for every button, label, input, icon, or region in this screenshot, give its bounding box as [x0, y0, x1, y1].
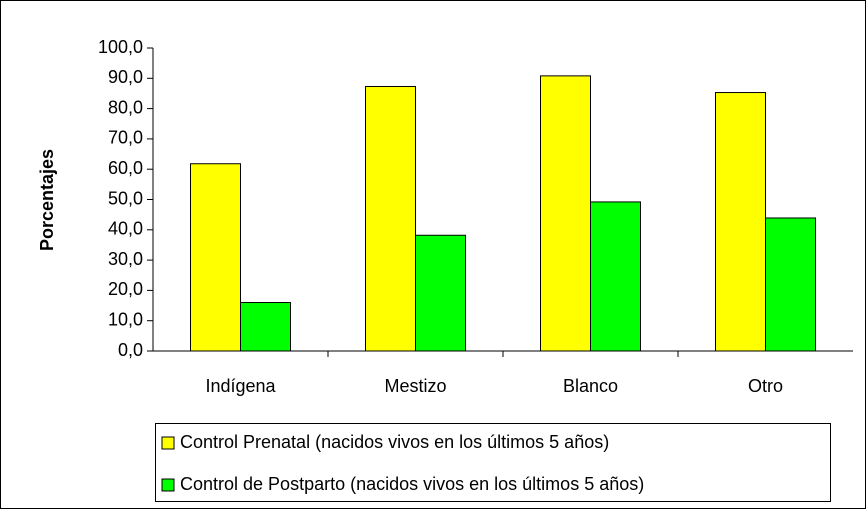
- bar: [365, 85, 416, 352]
- legend-box: [155, 423, 831, 502]
- x-tick-label: Indígena: [205, 376, 276, 396]
- y-axis-label: Porcentajes: [37, 149, 57, 251]
- y-tick-label: 40,0: [108, 219, 143, 239]
- x-tick-label: Mestizo: [384, 376, 446, 396]
- y-tick-label: 10,0: [108, 309, 143, 329]
- bar: [240, 302, 291, 352]
- legend-label: Control de Postparto (nacidos vivos en l…: [180, 474, 644, 494]
- x-tick-label: Blanco: [563, 376, 618, 396]
- y-tick-label: 60,0: [108, 158, 143, 178]
- x-tick-label: Otro: [748, 376, 783, 396]
- y-tick-label: 100,0: [98, 37, 143, 57]
- y-tick-label: 50,0: [108, 188, 143, 208]
- bar: [765, 217, 816, 352]
- bar: [715, 92, 766, 352]
- y-tick-label: 20,0: [108, 279, 143, 299]
- legend-swatch: [161, 478, 175, 492]
- legend-label: Control Prenatal (nacidos vivos en los ú…: [180, 432, 609, 452]
- y-tick-label: 0,0: [118, 340, 143, 360]
- y-tick-label: 90,0: [108, 67, 143, 87]
- bar: [190, 163, 241, 352]
- bar: [540, 75, 591, 352]
- y-tick-label: 80,0: [108, 97, 143, 117]
- y-tick-label: 30,0: [108, 249, 143, 269]
- bar: [590, 201, 641, 352]
- legend-swatch: [161, 436, 175, 450]
- y-tick-label: 70,0: [108, 128, 143, 148]
- bar: [415, 234, 466, 352]
